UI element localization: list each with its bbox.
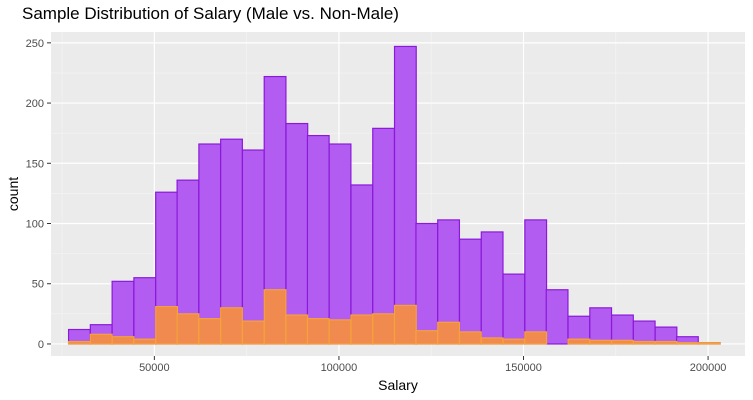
- histogram-bar-series-1: [111, 280, 135, 345]
- histogram-bar-series-2: [350, 314, 374, 345]
- histogram-bar-series-2: [176, 313, 200, 345]
- histogram-bar-series-2: [263, 289, 287, 345]
- x-tick-label: 100000: [321, 362, 358, 374]
- histogram-bar-series-2: [654, 340, 678, 345]
- histogram-bar-series-1: [632, 320, 656, 345]
- histogram-bar-series-2: [589, 339, 613, 345]
- histogram-bar-series-1: [133, 277, 157, 345]
- histogram-bar-series-1: [241, 149, 265, 345]
- histogram-bar-series-1: [372, 127, 396, 345]
- y-tick-label: 50: [32, 279, 44, 291]
- chart-title: Sample Distribution of Salary (Male vs. …: [22, 4, 399, 23]
- histogram-bar-series-1: [545, 289, 569, 345]
- x-tick-label: 50000: [139, 362, 170, 374]
- histogram-bar-series-2: [393, 304, 417, 345]
- y-tick-label: 250: [26, 38, 44, 50]
- histogram-bar-series-2: [89, 333, 113, 345]
- histogram-bar-series-2: [220, 307, 243, 345]
- histogram-bar-series-2: [306, 318, 330, 345]
- x-tick-label: 150000: [505, 362, 542, 374]
- histogram-bar-series-1: [610, 314, 634, 345]
- histogram-bar-series-1: [393, 45, 417, 345]
- histogram-bar-series-1: [328, 143, 352, 345]
- histogram-bar-series-1: [524, 219, 548, 345]
- histogram-bar-series-1: [589, 307, 613, 345]
- histogram-bars: [67, 45, 721, 345]
- histogram-bar-series-2: [241, 320, 265, 345]
- y-axis-label: count: [5, 177, 21, 211]
- histogram-bar-series-2: [480, 337, 504, 345]
- histogram-bar-series-2: [437, 321, 461, 345]
- x-tick-label: 200000: [690, 362, 727, 374]
- axes: 50000 100000 150000 200000 0 50 100 150 200 250: [26, 38, 727, 374]
- histogram-bar-series-1: [502, 273, 526, 345]
- histogram-bar-series-2: [133, 338, 157, 345]
- histogram-bar-series-2: [567, 338, 591, 345]
- histogram-bar-series-2: [697, 342, 721, 345]
- histogram-bar-series-2: [415, 330, 439, 345]
- histogram-bar-series-1: [415, 222, 439, 345]
- histogram-bar-series-2: [285, 314, 309, 345]
- histogram-bar-series-1: [306, 134, 330, 345]
- x-axis-label: Salary: [378, 377, 418, 393]
- histogram-bar-series-1: [480, 231, 504, 345]
- histogram-bar-series-1: [458, 238, 482, 345]
- y-tick-label: 150: [26, 158, 44, 170]
- histogram-bar-series-2: [524, 331, 548, 345]
- y-tick-label: 100: [26, 219, 44, 231]
- y-tick-label: 200: [26, 98, 44, 110]
- histogram-bar-series-2: [155, 306, 178, 345]
- y-tick-label: 0: [38, 339, 44, 351]
- histogram-bar-series-2: [372, 313, 396, 345]
- histogram-bar-series-2: [111, 336, 135, 345]
- histogram-bar-series-2: [610, 339, 634, 345]
- histogram-bar-series-2: [67, 340, 91, 345]
- histogram-bar-series-2: [328, 319, 352, 345]
- histogram-bar-series-2: [198, 318, 222, 345]
- histogram-bar-series-2: [632, 340, 656, 345]
- histogram-bar-series-2: [458, 331, 482, 345]
- histogram-bar-series-1: [198, 143, 222, 345]
- histogram-bar-series-1: [285, 122, 309, 345]
- histogram-bar-series-2: [502, 338, 526, 345]
- histogram-bar-series-2: [675, 342, 699, 345]
